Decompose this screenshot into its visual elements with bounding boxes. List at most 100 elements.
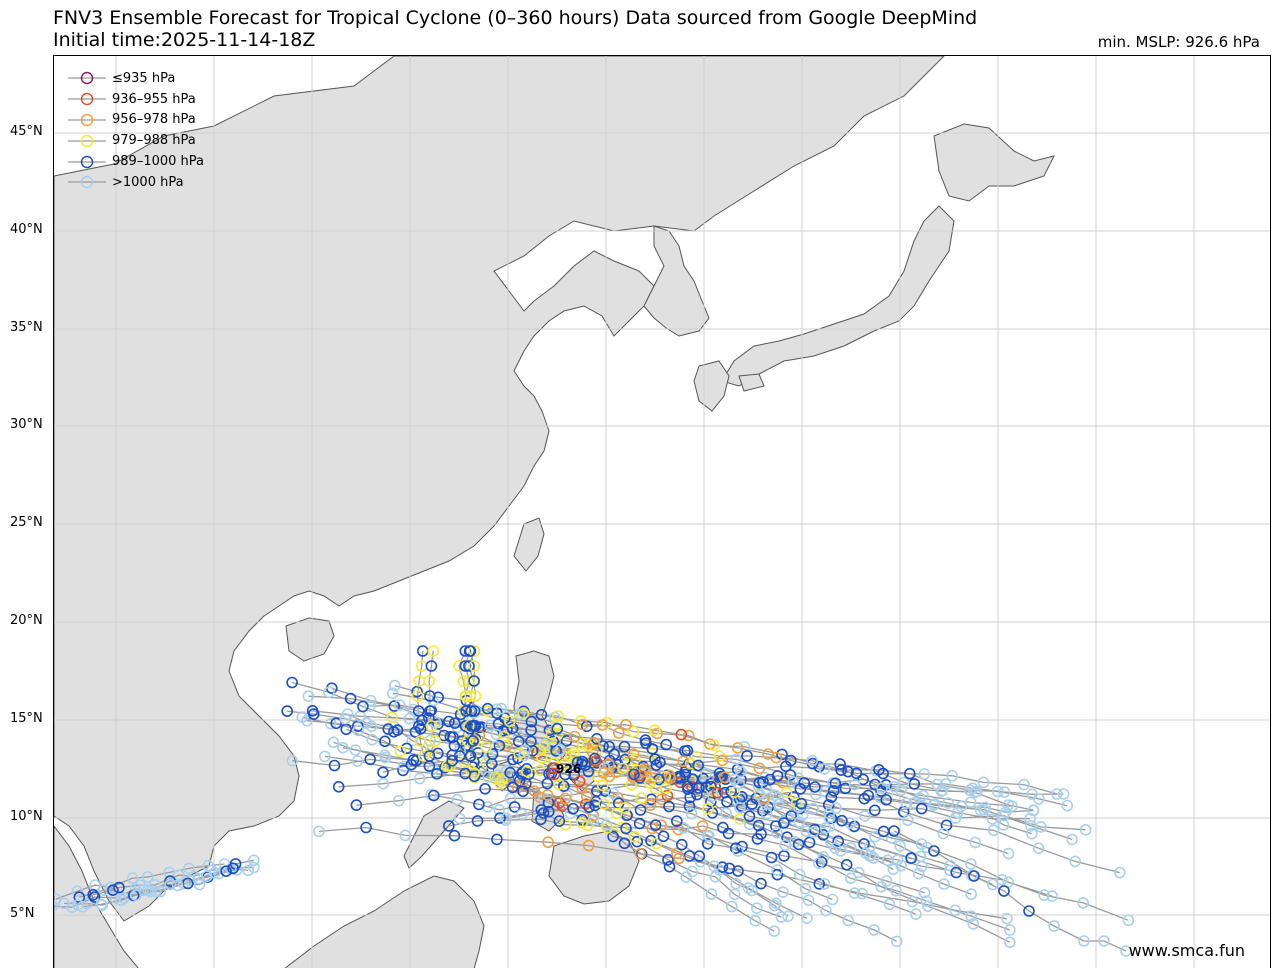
legend-marker-icon bbox=[64, 113, 112, 127]
track-point bbox=[813, 760, 825, 773]
track-point bbox=[741, 750, 753, 762]
track-point bbox=[644, 799, 657, 811]
track-point bbox=[484, 719, 497, 732]
track-point bbox=[918, 768, 931, 780]
track-point bbox=[192, 872, 204, 885]
track-point bbox=[673, 852, 685, 865]
track-point bbox=[677, 822, 690, 834]
lat-label-15: 15°N bbox=[10, 711, 43, 726]
track-point bbox=[969, 836, 982, 849]
track-point bbox=[798, 777, 811, 789]
track-point bbox=[986, 813, 999, 825]
track-point bbox=[734, 801, 746, 814]
track-point bbox=[141, 871, 154, 883]
track-point bbox=[313, 825, 325, 838]
track-point bbox=[469, 720, 482, 732]
track-point bbox=[743, 810, 756, 823]
watermark: www.smca.fun bbox=[1128, 941, 1245, 960]
track-point bbox=[775, 911, 788, 923]
track-point bbox=[735, 765, 747, 778]
track-point bbox=[946, 769, 959, 782]
track-point bbox=[301, 714, 313, 727]
track-point bbox=[822, 799, 835, 811]
track-point bbox=[360, 821, 372, 834]
hainan bbox=[285, 617, 335, 662]
track-point bbox=[480, 741, 492, 754]
track-point bbox=[399, 829, 412, 842]
track-point bbox=[711, 786, 724, 799]
track-point bbox=[693, 850, 706, 862]
lat-label-30: 30°N bbox=[10, 417, 43, 432]
track-point bbox=[997, 809, 1010, 822]
track-point bbox=[908, 796, 921, 809]
track-point bbox=[1027, 804, 1040, 817]
track-point bbox=[323, 686, 335, 699]
track-point bbox=[760, 807, 773, 820]
track-point bbox=[546, 741, 559, 754]
track-point bbox=[113, 881, 125, 894]
track-point bbox=[617, 762, 629, 775]
track-point bbox=[576, 718, 589, 731]
track-line bbox=[318, 826, 1008, 920]
track-point bbox=[868, 804, 881, 817]
track-point bbox=[507, 753, 519, 766]
track-point bbox=[910, 908, 922, 920]
track-point bbox=[302, 690, 315, 703]
track-point bbox=[521, 765, 533, 778]
track-point bbox=[949, 812, 962, 824]
track-point bbox=[330, 717, 343, 730]
track-point bbox=[628, 768, 640, 781]
track-point bbox=[554, 743, 567, 756]
legend-item-le935: ≤935 hPa bbox=[64, 68, 204, 89]
track-point bbox=[818, 763, 831, 775]
track-point bbox=[411, 690, 424, 702]
track-point bbox=[780, 786, 793, 799]
track-point bbox=[844, 872, 857, 885]
track-point bbox=[720, 807, 732, 820]
track-point bbox=[107, 884, 119, 897]
track-point bbox=[937, 827, 950, 840]
track-point bbox=[481, 702, 494, 715]
track-point bbox=[365, 720, 378, 733]
track-point bbox=[949, 904, 961, 917]
track-point bbox=[525, 715, 538, 728]
track-point bbox=[465, 720, 478, 732]
track-point bbox=[87, 888, 100, 901]
track-point bbox=[755, 877, 767, 890]
track-point bbox=[386, 711, 398, 724]
track-point bbox=[423, 675, 436, 687]
track-point bbox=[820, 904, 832, 917]
track-point bbox=[844, 817, 856, 829]
track-point bbox=[587, 813, 600, 826]
track-point bbox=[876, 782, 888, 795]
track-point bbox=[942, 797, 955, 809]
lat-label-10: 10°N bbox=[10, 809, 43, 824]
track-point bbox=[551, 722, 564, 735]
track-point bbox=[696, 820, 709, 832]
track-point bbox=[620, 718, 632, 731]
legend-item-979-988: 979–988 hPa bbox=[64, 130, 204, 151]
track-point bbox=[129, 882, 142, 895]
legend-marker-icon bbox=[64, 175, 112, 189]
track-point bbox=[825, 791, 838, 804]
track-point bbox=[364, 753, 377, 766]
track-point bbox=[663, 800, 675, 813]
track-point bbox=[906, 895, 919, 908]
track-point bbox=[95, 898, 108, 911]
track-point bbox=[793, 868, 806, 881]
track-point bbox=[918, 886, 931, 899]
track-point bbox=[753, 762, 766, 775]
track-point bbox=[393, 699, 406, 712]
track-point bbox=[432, 718, 444, 730]
track-point bbox=[448, 829, 461, 842]
legend-label: 936–955 hPa bbox=[112, 91, 196, 107]
track-point bbox=[771, 791, 784, 804]
track-point bbox=[357, 700, 369, 713]
track-point bbox=[439, 761, 451, 774]
legend: ≤935 hPa 936–955 hPa 956–978 hPa 979–988… bbox=[64, 68, 204, 193]
track-point bbox=[388, 700, 401, 712]
track-point bbox=[468, 767, 480, 779]
track-point bbox=[813, 878, 826, 890]
track-point bbox=[1079, 823, 1092, 836]
legend-marker-icon bbox=[64, 71, 112, 85]
